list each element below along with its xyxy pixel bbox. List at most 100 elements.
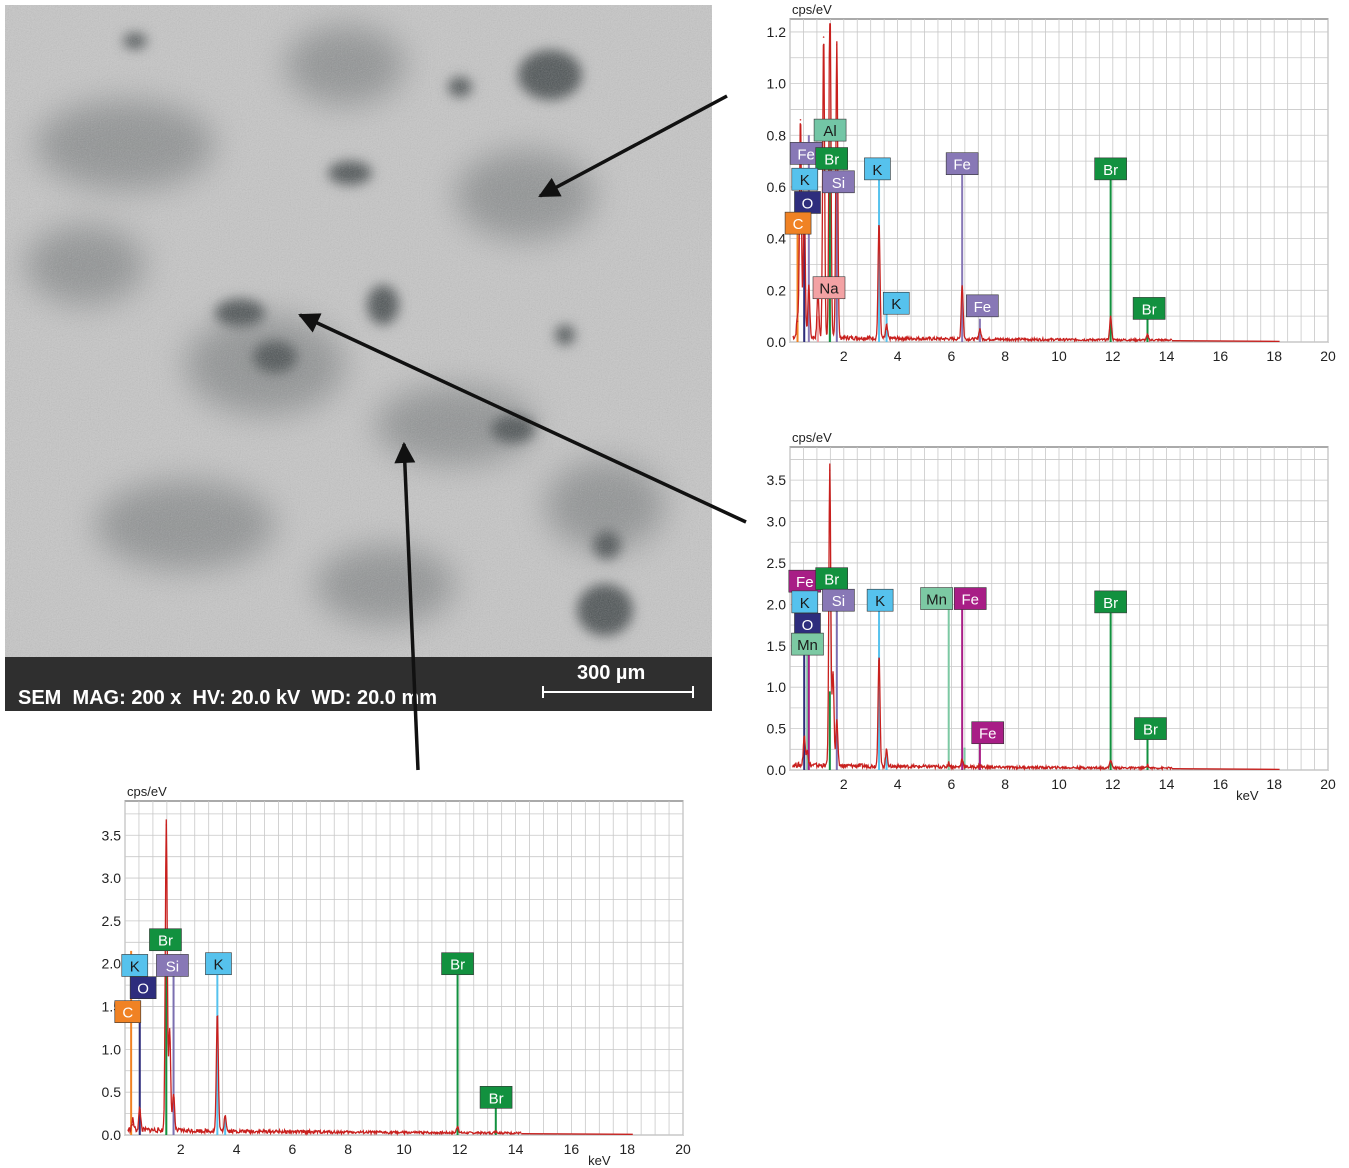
element-label-box <box>791 167 819 191</box>
peak-point <box>808 289 810 292</box>
element-label-text: K <box>800 595 810 612</box>
element-label: Br <box>1132 297 1166 320</box>
element-label-text: Br <box>450 957 465 974</box>
y-tick-label: 1.0 <box>102 1041 122 1057</box>
y-tick-label: 0.0 <box>102 1127 122 1143</box>
peak-point <box>456 1127 459 1129</box>
element-label-text: O <box>802 195 814 212</box>
y-tick-label: 3.0 <box>102 870 122 886</box>
element-label-box <box>156 954 189 977</box>
element-label: K <box>882 291 910 315</box>
y-tick-label: 2.0 <box>102 956 122 972</box>
element-label-box <box>953 587 987 610</box>
element-label-box <box>784 211 812 235</box>
peak-point <box>961 760 963 763</box>
y-tick-label: 2.5 <box>767 555 787 571</box>
x-tick-label: 8 <box>1001 348 1009 364</box>
element-label-box <box>813 118 847 142</box>
x-tick-label: 18 <box>619 1141 635 1157</box>
element-label-text: Si <box>832 593 845 610</box>
peak-point <box>885 752 888 755</box>
y-tick-label: 1.2 <box>767 24 787 40</box>
x-tick-label: 2 <box>840 776 848 792</box>
element-label-text: K <box>875 593 885 610</box>
element-label: Si <box>822 588 855 612</box>
element-label-box <box>129 976 157 999</box>
peak-point <box>829 469 831 471</box>
y-tick-label: 2.0 <box>767 596 787 612</box>
element-label-text: Na <box>819 281 839 298</box>
scale-bar <box>542 686 694 698</box>
element-label-text: C <box>793 216 804 233</box>
element-label-box <box>864 157 891 181</box>
spectrum-line <box>792 463 1173 772</box>
x-axis-label: keV <box>588 1153 611 1168</box>
y-tick-label: 3.0 <box>767 514 787 530</box>
peak-point <box>979 330 981 333</box>
element-label-text: K <box>891 296 901 313</box>
x-tick-label: 6 <box>289 1141 297 1157</box>
y-tick-label: 1.5 <box>767 638 787 654</box>
x-tick-label: 10 <box>396 1141 412 1157</box>
element-label-box <box>971 721 1005 745</box>
element-label-box <box>1132 297 1166 320</box>
element-label-box <box>479 1086 513 1109</box>
element-label-box <box>822 170 855 194</box>
x-tick-label: 18 <box>1266 776 1282 792</box>
element-label-text: Br <box>158 933 173 950</box>
y-tick-label: 0.8 <box>767 127 787 143</box>
element-label-box <box>815 147 848 170</box>
peak-point <box>172 1095 175 1098</box>
element-label-box <box>791 590 819 614</box>
x-tick-label: 4 <box>894 776 902 792</box>
element-label-text: O <box>137 981 149 998</box>
element-label-text: Fe <box>974 299 992 316</box>
peak-point <box>979 766 981 769</box>
element-label-box <box>791 632 824 656</box>
element-label-box <box>920 587 953 610</box>
x-tick-label: 4 <box>894 348 902 364</box>
element-label-box <box>812 276 846 300</box>
sem-info-bar <box>5 657 712 711</box>
x-tick-label: 12 <box>452 1141 468 1157</box>
peak-point <box>216 1016 219 1018</box>
peak-point <box>878 657 880 659</box>
y-tick-label: 0.5 <box>102 1084 122 1100</box>
peak-point <box>1109 760 1112 763</box>
element-label-text: Br <box>1142 301 1157 318</box>
spectrum-tail <box>521 1133 633 1135</box>
element-label-text: Fe <box>797 146 815 163</box>
x-tick-label: 6 <box>948 348 956 364</box>
y-tick-label: 3.5 <box>102 827 122 843</box>
y-axis-label: cps/eV <box>792 2 832 17</box>
element-label-box <box>205 952 232 976</box>
element-label: Fe <box>945 152 979 176</box>
element-label-box <box>866 588 894 612</box>
element-label: Fe <box>788 569 822 593</box>
element-label: Fe <box>971 721 1005 745</box>
element-label-text: Fe <box>953 157 971 174</box>
element-label-box <box>1094 590 1127 614</box>
element-label-text: K <box>872 162 882 179</box>
element-label-text: K <box>213 957 223 974</box>
element-label: K <box>791 590 819 614</box>
x-tick-label: 4 <box>233 1141 241 1157</box>
x-tick-label: 8 <box>344 1141 352 1157</box>
x-tick-label: 20 <box>1320 776 1336 792</box>
element-label: Na <box>812 276 846 300</box>
element-label-text: Mn <box>797 637 818 654</box>
element-label-text: Fe <box>961 592 979 609</box>
element-label: K <box>791 167 819 191</box>
x-axis-label: keV <box>1236 788 1259 803</box>
x-tick-label: 16 <box>1213 776 1229 792</box>
element-label: C <box>784 211 812 235</box>
y-tick-label: 3.5 <box>767 472 787 488</box>
x-tick-label: 6 <box>948 776 956 792</box>
x-tick-label: 14 <box>508 1141 524 1157</box>
y-tick-label: 0.0 <box>767 334 787 350</box>
element-label-text: Br <box>824 152 839 169</box>
element-label: Fe <box>953 587 987 610</box>
y-tick-label: 0.2 <box>767 282 787 298</box>
element-label: O <box>129 976 157 999</box>
x-tick-label: 2 <box>177 1141 185 1157</box>
